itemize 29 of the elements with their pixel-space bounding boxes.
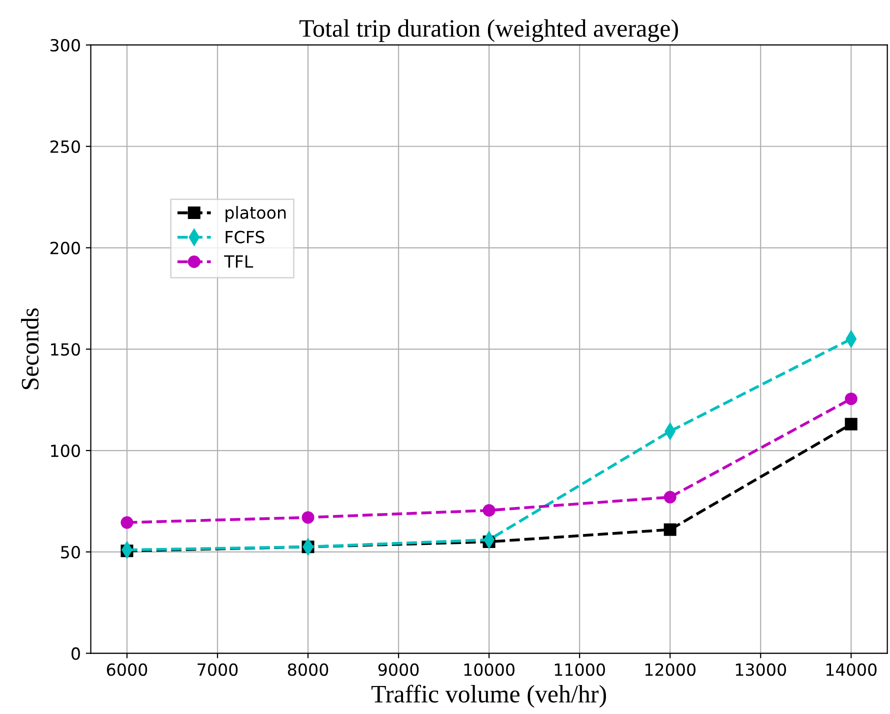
x-axis-title: Traffic volume (veh/hr) xyxy=(371,684,606,708)
y-tick-label: 200 xyxy=(50,242,80,254)
x-tick-label: 11000 xyxy=(554,663,605,676)
point xyxy=(120,516,134,529)
x-tick-label: 13000 xyxy=(736,663,786,676)
legend-label: TFL xyxy=(224,255,254,268)
y-tick-label: 150 xyxy=(51,343,80,356)
x-tick-label: 9000 xyxy=(378,663,419,676)
x-tick-label: 8000 xyxy=(288,663,328,676)
x-tick-label: 14000 xyxy=(826,663,877,676)
y-tick-label: 250 xyxy=(50,140,80,153)
legend-label: platoon xyxy=(226,206,286,222)
y-tick-label: 0 xyxy=(72,647,80,660)
point xyxy=(664,490,676,504)
y-tick-label: 50 xyxy=(61,546,80,558)
point xyxy=(482,504,496,517)
point xyxy=(844,418,858,430)
y-tick-label: 100 xyxy=(51,444,80,458)
chart-title: Total trip duration (weighted average) xyxy=(299,19,678,42)
y-tick-label: 300 xyxy=(50,38,80,52)
x-tick-label: 7000 xyxy=(198,663,238,676)
x-tick-label: 10000 xyxy=(464,663,514,676)
point xyxy=(844,392,858,406)
x-tick-label: 6000 xyxy=(106,663,148,676)
point xyxy=(664,523,676,536)
point xyxy=(302,511,314,524)
y-axis-title: Seconds xyxy=(21,308,39,390)
legend-label: FCFS xyxy=(226,230,264,244)
x-tick-label: 12000 xyxy=(645,663,696,676)
